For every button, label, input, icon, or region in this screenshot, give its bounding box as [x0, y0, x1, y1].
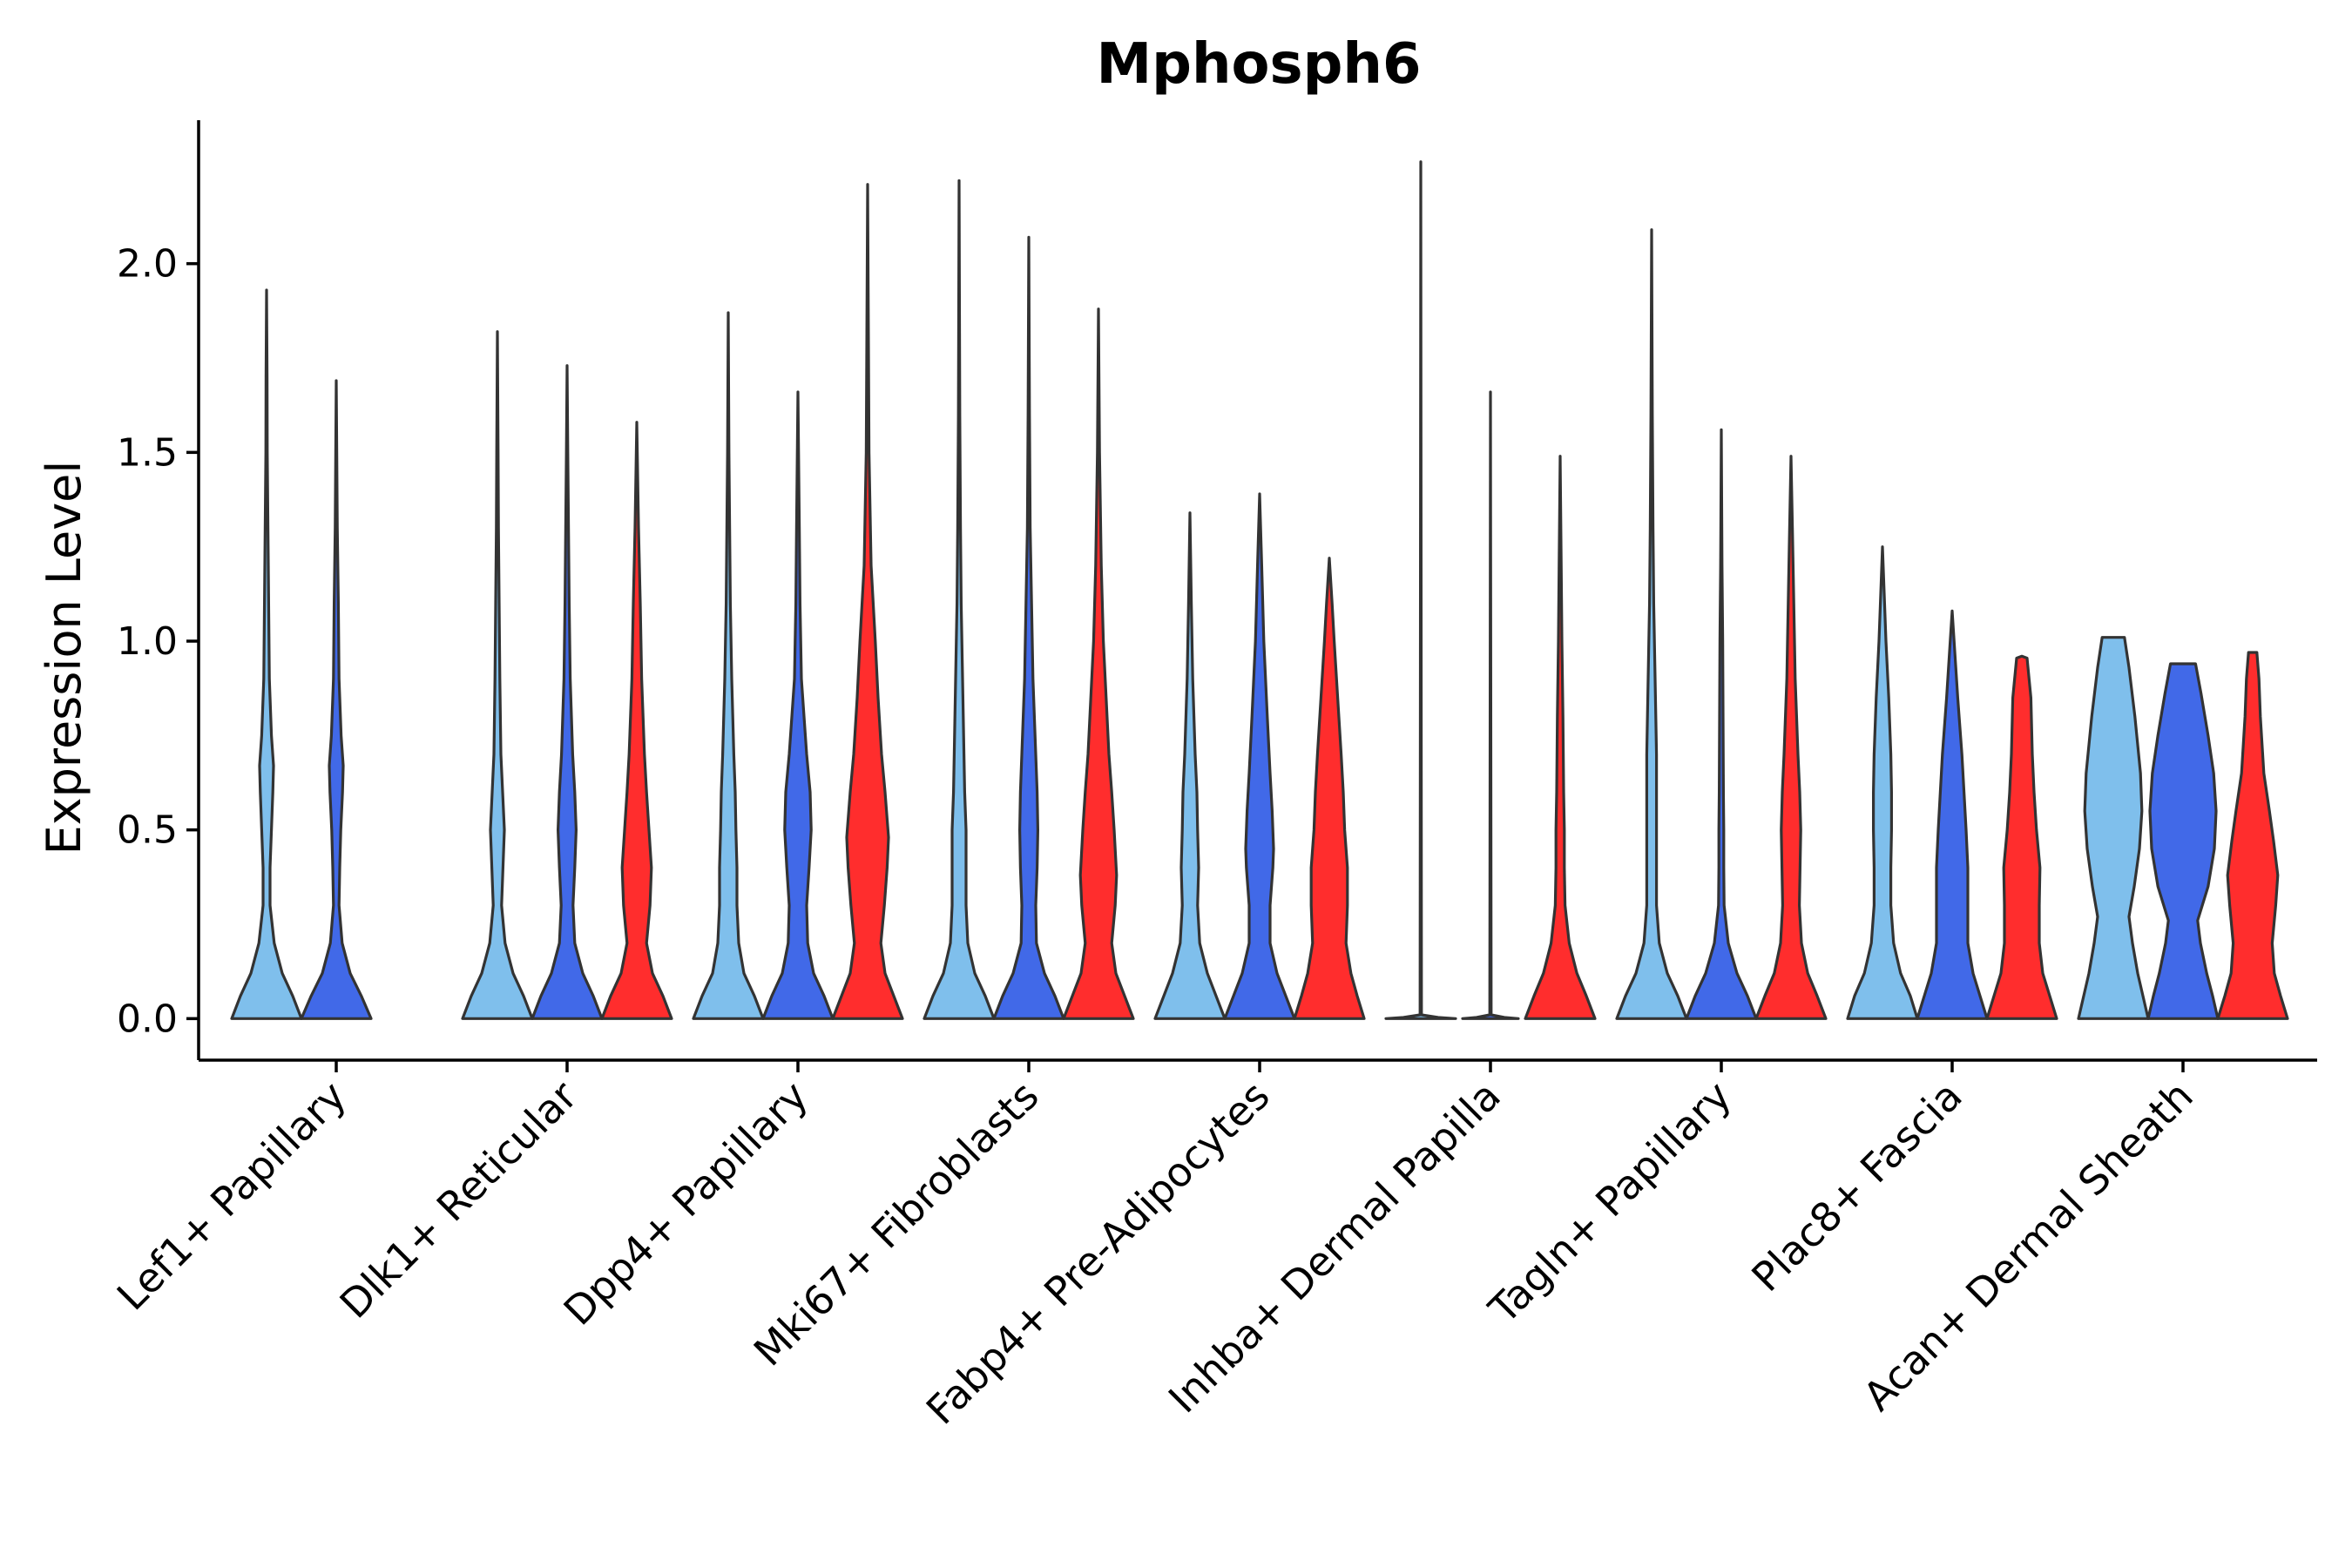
- violin-4-group-3: [1062, 308, 1135, 1020]
- violin-6-group-2: [1461, 390, 1520, 1020]
- violin-1-group-1: [230, 288, 303, 1020]
- violin-5-group-2: [1223, 492, 1296, 1020]
- y-axis-label: Expression Level: [37, 461, 91, 855]
- x-category-label: Dlk1+ Reticular: [331, 1072, 586, 1328]
- x-category-label: Dpp4+ Papillary: [555, 1072, 817, 1335]
- violin-5-group-3: [1293, 557, 1366, 1020]
- violin-7-group-2: [1685, 428, 1758, 1020]
- x-category-label: Plac8+ Fascia: [1742, 1072, 1970, 1301]
- violin-9-group-3: [2216, 651, 2289, 1020]
- violin-1-group-2: [300, 379, 373, 1020]
- y-tick-label: 1.5: [117, 430, 178, 475]
- violin-3-group-2: [761, 390, 835, 1020]
- violin-4-group-1: [923, 179, 996, 1020]
- y-tick-label: 0.0: [117, 997, 178, 1041]
- x-category-label: Tagln+ Papillary: [1479, 1072, 1740, 1334]
- violin-7-group-1: [1615, 228, 1688, 1020]
- violins-layer: [230, 160, 2289, 1020]
- violin-3-group-1: [692, 311, 765, 1020]
- x-category-label: Lef1+ Papillary: [108, 1072, 355, 1320]
- violin-8-group-1: [1846, 545, 1919, 1020]
- violin-8-group-3: [1985, 654, 2058, 1020]
- violin-6-group-3: [1524, 455, 1597, 1020]
- violin-6-group-1: [1384, 160, 1457, 1020]
- violin-8-group-2: [1916, 609, 1989, 1020]
- violin-9-group-2: [2146, 662, 2220, 1020]
- violin-3-group-3: [831, 183, 904, 1020]
- violin-2-group-3: [600, 421, 673, 1020]
- violin-2-group-2: [531, 364, 604, 1020]
- violin-5-group-1: [1153, 511, 1227, 1020]
- violin-9-group-1: [2077, 636, 2150, 1020]
- violin-7-group-3: [1754, 455, 1828, 1020]
- violin-2-group-1: [461, 330, 534, 1020]
- y-tick-label: 1.0: [117, 619, 178, 664]
- y-tick-label: 0.5: [117, 808, 178, 853]
- y-tick-label: 2.0: [117, 242, 178, 287]
- chart-title: Mphosph6: [1096, 32, 1421, 97]
- violin-4-group-2: [992, 235, 1065, 1020]
